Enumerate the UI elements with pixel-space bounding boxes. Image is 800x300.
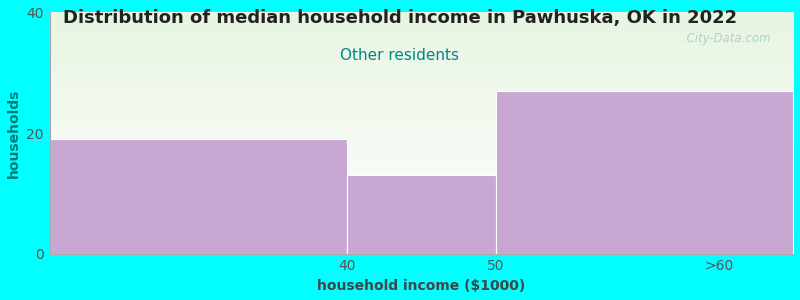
Y-axis label: households: households (7, 88, 21, 178)
Bar (496, 91, 793, 254)
Text: Other residents: Other residents (341, 48, 459, 63)
X-axis label: household income ($1000): household income ($1000) (317, 279, 526, 293)
Bar (347, 176, 496, 254)
Bar (50, 139, 347, 254)
Text: City-Data.com: City-Data.com (679, 32, 770, 45)
Text: Distribution of median household income in Pawhuska, OK in 2022: Distribution of median household income … (63, 9, 737, 27)
